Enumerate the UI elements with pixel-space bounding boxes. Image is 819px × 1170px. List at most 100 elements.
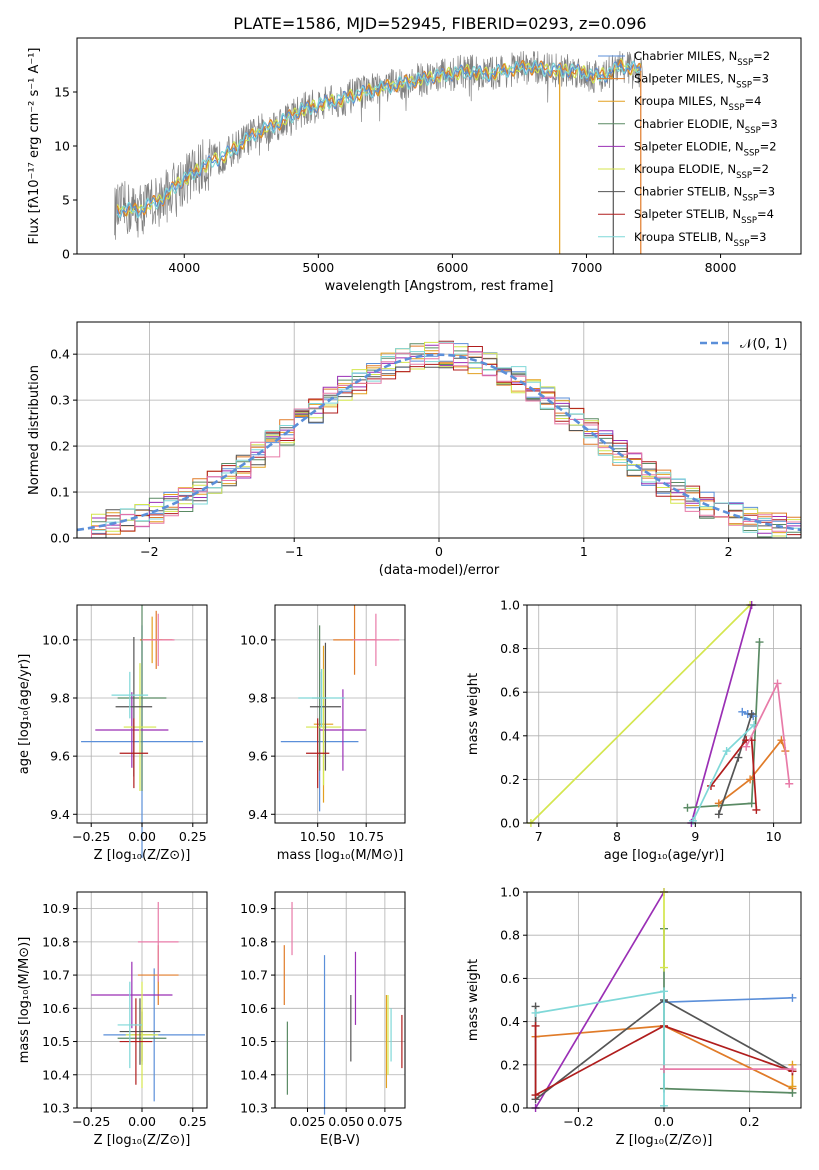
- x-tick-label: 0.075: [367, 1114, 403, 1129]
- series-marker: [752, 805, 761, 814]
- x-tick-label: 10: [766, 829, 782, 844]
- y-tick-label: 15: [54, 85, 70, 100]
- y-axis-label: Flux [fλ10⁻¹⁷ erg cm⁻² s⁻¹ A⁻¹]: [27, 48, 42, 245]
- figure-title: PLATE=1586, MJD=52945, FIBERID=0293, z=0…: [233, 14, 646, 33]
- y-tick-label: 0.0: [500, 1101, 520, 1116]
- legend-entry: Salpeter MILES, NSSP=3: [634, 72, 769, 91]
- axes-frame: [274, 891, 406, 1109]
- x-tick-label: 0.25: [179, 829, 207, 844]
- x-tick-label: 0.25: [179, 1114, 207, 1129]
- series-marker: [785, 779, 794, 788]
- histogram-KroupaSTELIB: [77, 341, 802, 539]
- y-tick-label: 10.7: [42, 968, 70, 983]
- y-tick-label: 0.2: [50, 439, 70, 454]
- x-tick-label: −0.25: [72, 829, 110, 844]
- x-axis-label: wavelength [Angstrom, rest frame]: [325, 279, 554, 294]
- series-marker: [788, 993, 797, 1002]
- x-tick-label: 0: [435, 544, 443, 559]
- x-axis-label: Z [log₁₀(Z/Z⊙)]: [616, 1133, 713, 1148]
- y-tick-label: 10.6: [240, 1001, 268, 1016]
- series-line: [718, 739, 787, 805]
- series-marker: [722, 747, 731, 756]
- y-tick-label: 9.4: [248, 807, 268, 822]
- y-tick-label: 9.8: [248, 691, 268, 706]
- series-line: [530, 604, 751, 824]
- series-marker: [714, 810, 723, 819]
- x-tick-label: 9: [691, 829, 699, 844]
- series-marker: [714, 799, 723, 808]
- y-tick-label: 9.8: [50, 691, 70, 706]
- y-tick-label: 10.5: [240, 1034, 268, 1049]
- series-marker: [531, 1091, 540, 1100]
- x-tick-label: 0.2: [740, 1114, 760, 1129]
- y-tick-label: 10.9: [240, 901, 268, 916]
- y-tick-label: 1.0: [500, 885, 520, 900]
- x-tick-label: 10.50: [300, 829, 336, 844]
- x-axis-label: Z [log₁₀(Z/Z⊙)]: [94, 848, 191, 863]
- plot-area: [531, 888, 797, 1112]
- normal-curve: [76, 353, 802, 532]
- y-tick-label: 0.8: [500, 641, 520, 656]
- y-axis-label: mass weight: [466, 959, 481, 1041]
- axes-age-vs-mass: 10.50 10.75 9.4 9.6 9.8 10.0 mass [log₁₀(M/M⊙)…: [240, 604, 406, 863]
- x-tick-label: −0.25: [72, 1114, 110, 1129]
- axes-mass-vs-EBV: 0.025 0.050 0.075 10.3 10.4 10.5 10.6 10.7 10.8 1…: [240, 891, 406, 1148]
- plot-area: [283, 901, 403, 1115]
- axes-frame: [526, 604, 802, 824]
- series-marker: [755, 638, 764, 647]
- y-tick-label: 0.2: [500, 1057, 520, 1072]
- x-tick-label: 5000: [302, 260, 334, 275]
- plot-area: [81, 605, 203, 858]
- y-axis-label: mass [log₁₀(M/M⊙)]: [17, 937, 32, 1064]
- x-tick-label: 0.00: [128, 829, 156, 844]
- x-tick-label: 7000: [571, 260, 603, 275]
- x-tick-label: 0.00: [128, 1114, 156, 1129]
- x-tick-label: 7: [535, 829, 543, 844]
- x-axis-label: Z [log₁₀(Z/Z⊙)]: [94, 1133, 191, 1148]
- y-tick-label: 10.3: [240, 1101, 268, 1116]
- y-tick-label: 0.0: [500, 816, 520, 831]
- series-marker: [747, 710, 756, 718]
- series-marker: [788, 1088, 797, 1097]
- series-marker: [773, 679, 782, 688]
- spectrum-model-SalpeterMILES: [116, 59, 642, 217]
- y-tick-label: 10.4: [240, 1067, 268, 1082]
- series-marker: [742, 742, 751, 751]
- legend-entry: Kroupa ELODIE, NSSP=2: [634, 162, 769, 181]
- plot-area: [91, 901, 205, 1102]
- y-tick-label: 10.8: [42, 934, 70, 949]
- y-tick-label: 5: [62, 193, 70, 208]
- legend-entry: Chabrier STELIB, NSSP=3: [634, 185, 775, 204]
- x-axis-label: E(B-V): [320, 1133, 360, 1148]
- y-axis-label: age [log₁₀(age/yr)]: [17, 654, 32, 775]
- x-tick-label: 2: [725, 544, 733, 559]
- series-marker: [683, 803, 692, 812]
- series-marker: [747, 799, 756, 808]
- y-tick-label: 1.0: [500, 598, 520, 613]
- series-line: [534, 891, 665, 1109]
- x-tick-label: 4000: [168, 260, 200, 275]
- axes-mass-weight-vs-Z: −0.2 0.0 0.2 0.0 0.2 0.4 0.6 0.8 1.0 Z [log₁₀(Z/Z…: [466, 885, 802, 1148]
- legend-entry: Chabrier MILES, NSSP=2: [634, 49, 770, 68]
- y-tick-label: 10.8: [240, 934, 268, 949]
- y-axis-label: mass weight: [466, 673, 481, 755]
- y-tick-label: 10.4: [42, 1067, 70, 1082]
- spectrum-legend: Chabrier MILES, NSSP=2 Salpeter MILES, NS…: [598, 49, 778, 249]
- series-marker: [738, 707, 747, 716]
- legend-entry: Salpeter ELODIE, NSSP=2: [634, 139, 777, 158]
- x-tick-label: 8: [613, 829, 621, 844]
- plot-area: 𝒩(0, 1): [76, 337, 802, 539]
- series-marker: [660, 963, 668, 972]
- x-tick-label: 0.050: [328, 1114, 364, 1129]
- x-tick-label: 8000: [705, 260, 737, 275]
- series-marker: [746, 775, 755, 784]
- y-tick-label: 10.3: [42, 1101, 70, 1116]
- axes-residuals: 𝒩(0, 1) −2 −1 0 1 2 0.0 0.1 0.2 0.3 0.4 (data-model…: [27, 321, 802, 578]
- axes-mass-weight-vs-age: 7 8 9 10 0.0 0.2 0.4 0.6 0.8 1.0 age [log₁₀(age/yr…: [466, 598, 802, 863]
- y-tick-label: 0.4: [500, 728, 520, 743]
- series-marker: [788, 1065, 797, 1074]
- axes-frame: [274, 604, 406, 824]
- y-tick-label: 10: [54, 139, 70, 154]
- y-tick-label: 0.8: [500, 928, 520, 943]
